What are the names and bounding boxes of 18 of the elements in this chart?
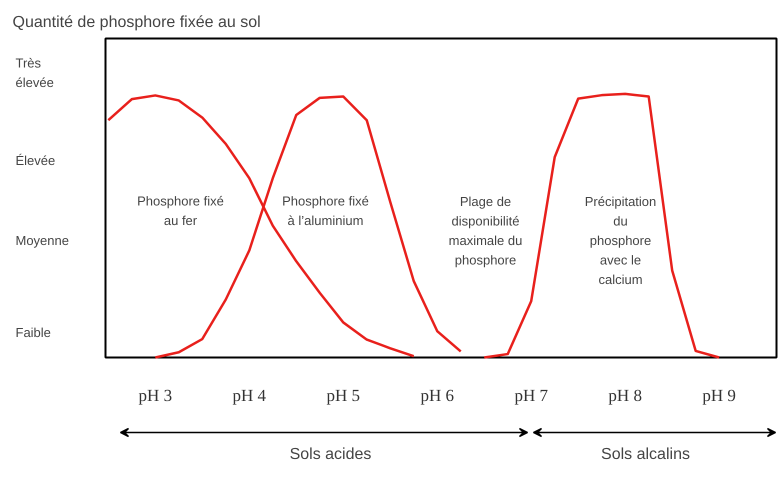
x-tick-label: pH 3 [138,386,172,405]
x-tick-label: pH 7 [514,386,548,405]
annotation: Précipitation du phosphore avec le calcium [584,194,656,287]
annotation: Phosphore fixé à l’aluminium [282,193,369,228]
x-tick-label: pH 6 [420,386,454,405]
x-tick-label: pH 9 [702,386,736,405]
text: Sols acides [290,446,372,463]
x-tick-label: pH 8 [608,386,642,405]
x-tick-label: pH 4 [232,386,267,405]
annotation: Phosphore fixé au fer [137,193,224,228]
text: Très élevée [16,55,54,90]
text: Sols alcalins [601,446,690,463]
x-tick-label: pH 5 [326,386,360,405]
chart-title: Quantité de phosphore fixée au sol [12,14,261,31]
text: Faible [16,325,51,340]
text: Élevée [16,153,56,168]
annotation: Plage de disponibilité maximale du phosphore [448,194,522,268]
text: Moyenne [16,233,69,248]
